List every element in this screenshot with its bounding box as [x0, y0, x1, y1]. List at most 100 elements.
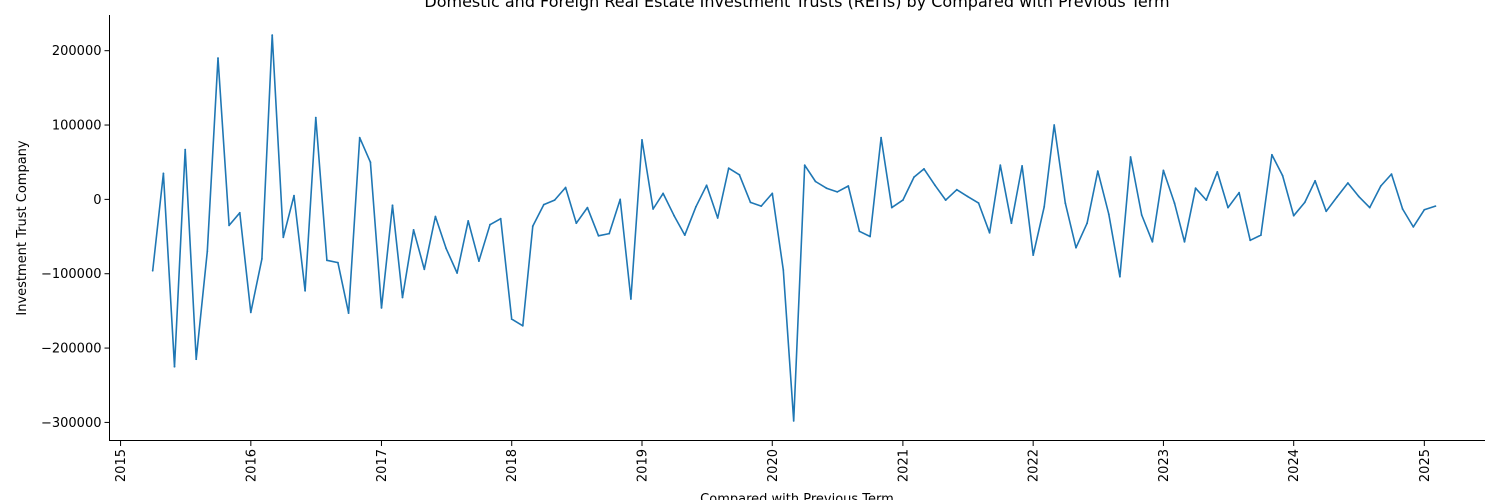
- data-point: [1194, 187, 1197, 190]
- x-tick-label: 2020: [766, 449, 781, 482]
- data-point: [564, 186, 567, 189]
- x-axis-ticks: 2015 2016 2017 2018 2019 2020 2021 2022 2023 2024…: [114, 441, 1433, 482]
- data-point: [880, 136, 882, 139]
- data-point: [1292, 214, 1295, 217]
- data-point: [1183, 240, 1186, 243]
- data-point: [847, 185, 850, 187]
- data-point: [792, 420, 795, 422]
- data-point: [489, 223, 491, 226]
- data-point: [434, 215, 437, 218]
- data-point: [913, 176, 915, 179]
- y-tick-label: 200000: [52, 44, 102, 59]
- data-point: [652, 208, 654, 210]
- data-point: [1281, 174, 1284, 177]
- data-point: [608, 232, 611, 235]
- x-axis-title: Compared with Previous Term: [700, 492, 894, 500]
- data-point: [238, 211, 241, 214]
- data-point: [902, 199, 904, 202]
- data-point: [228, 224, 231, 227]
- data-point: [966, 195, 969, 198]
- data-point: [999, 164, 1002, 167]
- data-point: [673, 214, 675, 217]
- y-tick-label: −100000: [41, 267, 102, 282]
- data-point: [499, 217, 502, 220]
- data-point: [249, 311, 252, 314]
- data-point: [1107, 213, 1110, 216]
- x-tick-label: 2019: [635, 449, 650, 482]
- data-point: [1412, 226, 1415, 228]
- data-point: [456, 272, 458, 274]
- data-point: [1303, 201, 1306, 204]
- data-point: [934, 184, 936, 187]
- data-point: [1434, 205, 1437, 208]
- x-tick-label: 2024: [1287, 449, 1302, 482]
- data-point: [716, 217, 719, 219]
- y-tick-label: −300000: [41, 416, 102, 431]
- data-point: [1368, 206, 1371, 209]
- data-point: [1379, 185, 1382, 187]
- data-point: [151, 269, 154, 272]
- data-point: [1021, 165, 1023, 167]
- x-tick-label: 2017: [375, 449, 390, 482]
- data-point: [467, 220, 470, 222]
- data-point: [1010, 222, 1013, 225]
- data-point: [521, 324, 524, 327]
- data-point: [1043, 205, 1046, 208]
- data-point: [304, 289, 306, 292]
- data-point: [1314, 179, 1316, 182]
- data-point: [423, 268, 426, 271]
- data-point: [597, 234, 600, 237]
- data-point: [1249, 239, 1252, 242]
- data-point: [1140, 214, 1143, 216]
- data-point: [173, 365, 176, 368]
- x-tick-label: 2023: [1157, 449, 1172, 482]
- x-tick-label: 2025: [1418, 449, 1433, 482]
- data-point: [1162, 169, 1165, 172]
- series-line: [151, 34, 1436, 422]
- data-point: [1205, 199, 1208, 202]
- data-point: [955, 188, 958, 191]
- data-point: [542, 203, 545, 206]
- data-point: [1032, 254, 1035, 256]
- chart-title: Domestic and Foreign Real Estate Investm…: [424, 0, 1169, 11]
- data-point: [445, 247, 447, 250]
- data-point: [1129, 156, 1132, 158]
- y-axis-ticks: 200000 100000 0 −100000 −200000 −300000: [41, 44, 110, 431]
- data-point: [184, 148, 187, 151]
- data-point: [510, 318, 513, 320]
- data-point: [1227, 206, 1229, 209]
- data-point: [261, 258, 263, 260]
- data-point: [1096, 170, 1099, 173]
- data-point: [347, 312, 350, 314]
- data-point: [619, 198, 622, 201]
- data-point: [326, 259, 328, 262]
- data-point: [641, 139, 643, 141]
- data-point: [1325, 210, 1328, 213]
- data-point: [1075, 246, 1077, 249]
- data-point: [771, 192, 774, 195]
- data-point: [977, 202, 980, 205]
- data-point: [695, 205, 697, 208]
- y-tick-label: 100000: [52, 119, 102, 134]
- data-point: [1336, 196, 1338, 199]
- x-tick-label: 2018: [505, 449, 520, 482]
- data-point: [195, 358, 198, 361]
- data-point: [380, 307, 383, 309]
- data-point: [727, 167, 730, 170]
- data-point: [1216, 171, 1219, 173]
- data-point: [1423, 208, 1426, 211]
- data-point: [271, 34, 274, 36]
- data-point: [478, 260, 480, 262]
- data-point: [705, 184, 708, 187]
- data-point: [1390, 173, 1393, 176]
- data-point: [814, 180, 817, 183]
- data-point: [1271, 153, 1273, 156]
- data-point: [369, 161, 372, 164]
- data-point: [944, 199, 947, 202]
- data-point: [391, 204, 394, 207]
- data-point: [749, 201, 752, 204]
- data-point: [162, 172, 165, 175]
- x-tick-label: 2015: [114, 449, 129, 482]
- data-point: [1086, 222, 1088, 225]
- series-layer: [151, 34, 1437, 422]
